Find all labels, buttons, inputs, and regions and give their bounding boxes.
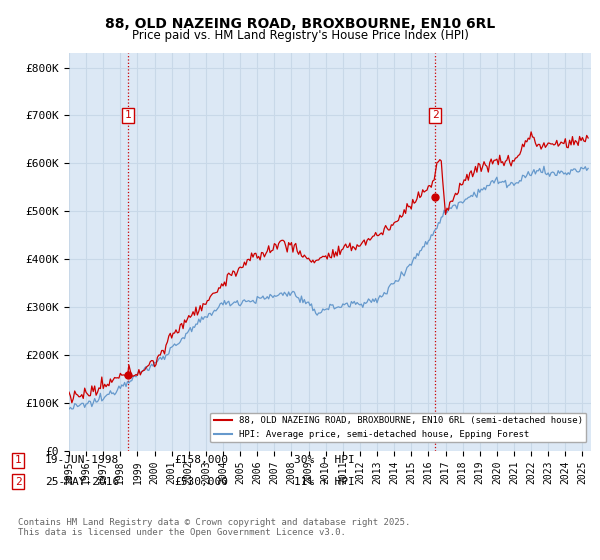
Text: 1: 1 — [125, 110, 131, 120]
Text: 25-MAY-2016: 25-MAY-2016 — [45, 477, 119, 487]
Text: 19-JUN-1998: 19-JUN-1998 — [45, 455, 119, 465]
Text: Contains HM Land Registry data © Crown copyright and database right 2025.
This d: Contains HM Land Registry data © Crown c… — [18, 518, 410, 538]
Legend: 88, OLD NAZEING ROAD, BROXBOURNE, EN10 6RL (semi-detached house), HPI: Average p: 88, OLD NAZEING ROAD, BROXBOURNE, EN10 6… — [210, 413, 586, 442]
Text: 2: 2 — [432, 110, 439, 120]
Text: 88, OLD NAZEING ROAD, BROXBOURNE, EN10 6RL: 88, OLD NAZEING ROAD, BROXBOURNE, EN10 6… — [105, 17, 495, 31]
Text: 11% ↑ HPI: 11% ↑ HPI — [294, 477, 355, 487]
Text: Price paid vs. HM Land Registry's House Price Index (HPI): Price paid vs. HM Land Registry's House … — [131, 29, 469, 42]
Text: £158,000: £158,000 — [174, 455, 228, 465]
Text: 2: 2 — [14, 477, 22, 487]
Text: £530,000: £530,000 — [174, 477, 228, 487]
Text: 30% ↑ HPI: 30% ↑ HPI — [294, 455, 355, 465]
Text: 1: 1 — [14, 455, 22, 465]
